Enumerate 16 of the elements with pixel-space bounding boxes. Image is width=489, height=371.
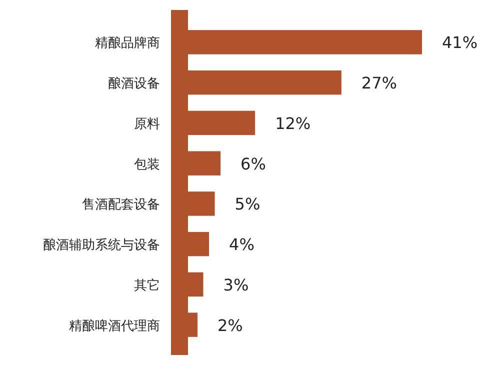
y-tick-label: 精酿品牌商 bbox=[95, 36, 160, 52]
y-tick-label: 包装 bbox=[134, 157, 160, 172]
data-label: 3% bbox=[223, 275, 249, 294]
data-label: 27% bbox=[361, 74, 397, 93]
data-label: 5% bbox=[234, 194, 260, 214]
y-tick-label: 售酒配套设备 bbox=[82, 198, 160, 213]
y-tick-label: 其它 bbox=[134, 277, 160, 294]
data-label: 6% bbox=[240, 154, 266, 174]
data-label: 12% bbox=[275, 114, 311, 133]
y-tick-label: 原料 bbox=[134, 116, 160, 132]
data-label: 41% bbox=[442, 33, 478, 52]
data-label: 2% bbox=[218, 316, 243, 335]
y-tick-label: 酿酒设备 bbox=[108, 76, 160, 92]
data-label: 4% bbox=[229, 235, 254, 254]
y-tick-label: 酿酒辅助系统与设备 bbox=[43, 238, 160, 254]
y-tick-label: 精酿啤酒代理商 bbox=[69, 318, 160, 334]
